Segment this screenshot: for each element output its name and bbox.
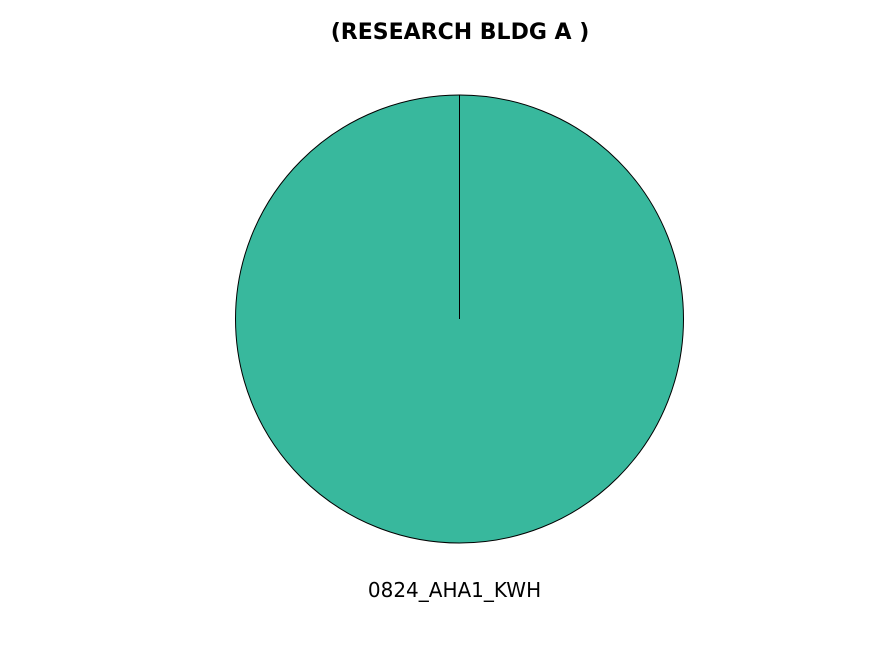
pie-slices (235, 94, 684, 544)
slice-label: 0824_AHA1_KWH (368, 578, 541, 602)
chart-title: (RESEARCH BLDG A ) (330, 20, 590, 45)
pie-labels: 0824_AHA1_KWH (368, 578, 541, 602)
